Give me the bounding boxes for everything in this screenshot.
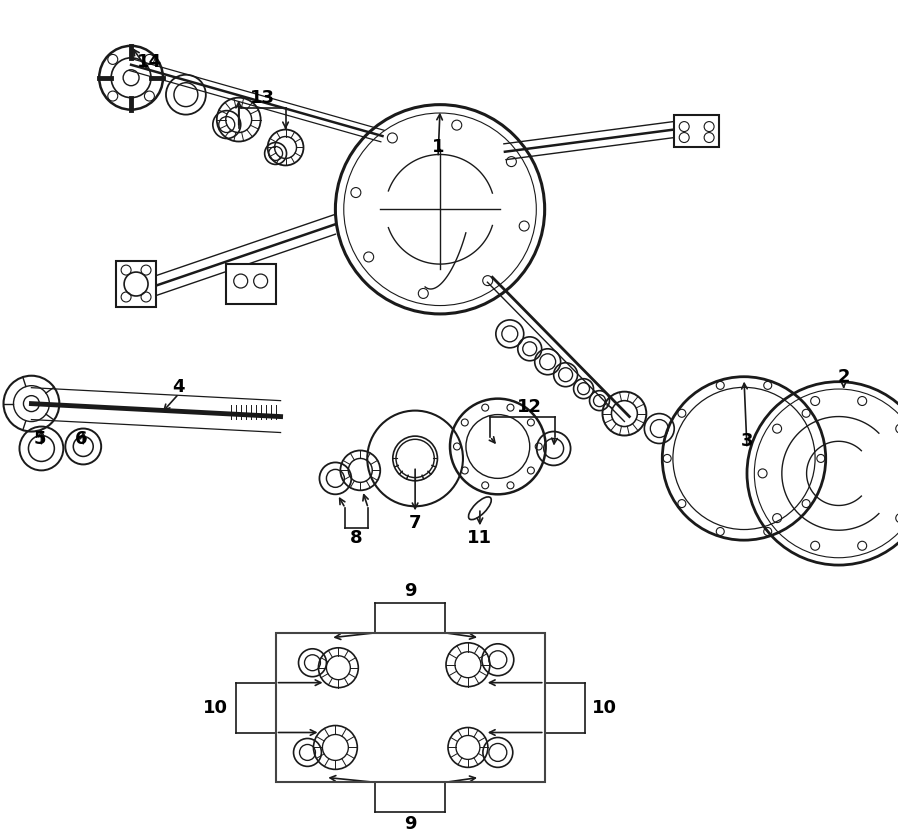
Text: 8: 8 bbox=[350, 529, 363, 547]
Text: 3: 3 bbox=[741, 433, 753, 451]
Text: 2: 2 bbox=[837, 367, 850, 386]
Text: 4: 4 bbox=[173, 377, 185, 396]
Text: 14: 14 bbox=[137, 53, 161, 71]
Text: 13: 13 bbox=[250, 89, 275, 107]
Text: 9: 9 bbox=[404, 582, 417, 600]
Text: 11: 11 bbox=[467, 529, 492, 547]
Text: 5: 5 bbox=[33, 429, 46, 448]
Text: 6: 6 bbox=[75, 429, 87, 448]
Text: 12: 12 bbox=[518, 397, 542, 416]
Text: 9: 9 bbox=[404, 815, 417, 833]
Text: 10: 10 bbox=[592, 699, 617, 716]
Text: 10: 10 bbox=[203, 699, 229, 716]
Text: 7: 7 bbox=[409, 514, 421, 532]
Polygon shape bbox=[116, 261, 156, 307]
Text: 1: 1 bbox=[432, 139, 445, 156]
Polygon shape bbox=[674, 114, 719, 148]
Polygon shape bbox=[226, 264, 275, 304]
